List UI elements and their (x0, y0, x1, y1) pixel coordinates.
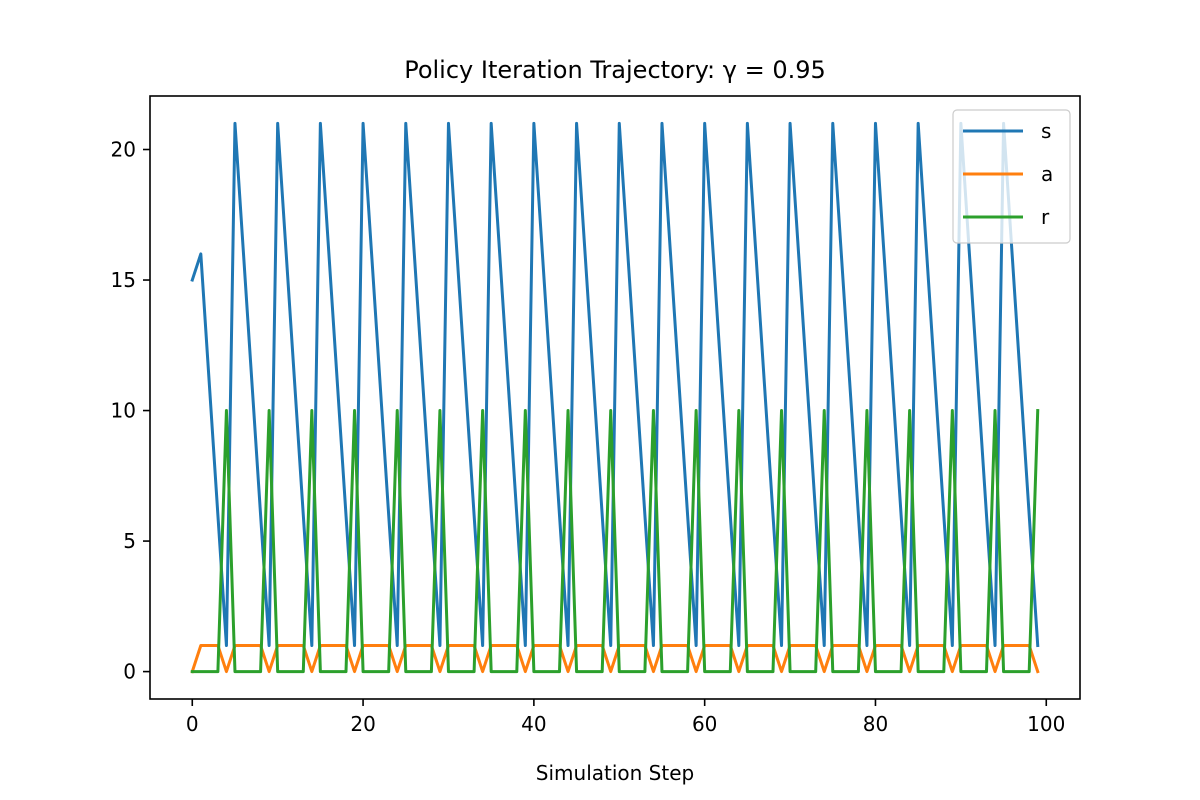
y-axis: 0 5 10 15 20 (111, 138, 150, 684)
x-tick-label: 60 (692, 712, 717, 736)
legend-box (952, 109, 1071, 244)
x-axis-label: Simulation Step (536, 761, 694, 785)
plot-area (149, 95, 1081, 700)
series-lines (190, 121, 1040, 674)
x-tick-label: 40 (521, 712, 546, 736)
series-line-a (190, 643, 1040, 674)
x-tick-label: 20 (350, 712, 375, 736)
y-tick-label: 10 (111, 399, 136, 423)
legend-label-r: r (1041, 205, 1050, 229)
y-tick-label: 5 (123, 529, 136, 553)
x-tick-label: 0 (186, 712, 199, 736)
legend: sar (952, 109, 1071, 244)
x-axis: 0 20 40 60 80 100 (186, 699, 1065, 736)
y-tick-label: 0 (123, 660, 136, 684)
x-tick-label: 80 (863, 712, 888, 736)
y-tick-label: 15 (111, 268, 136, 292)
series-line-s (190, 121, 1040, 648)
y-tick-label: 20 (111, 138, 136, 162)
chart-title: Policy Iteration Trajectory: γ = 0.95 (404, 56, 826, 84)
legend-label-s: s (1041, 119, 1051, 143)
series-line-r (190, 409, 1040, 674)
x-tick-label: 100 (1027, 712, 1065, 736)
legend-label-a: a (1041, 162, 1053, 186)
